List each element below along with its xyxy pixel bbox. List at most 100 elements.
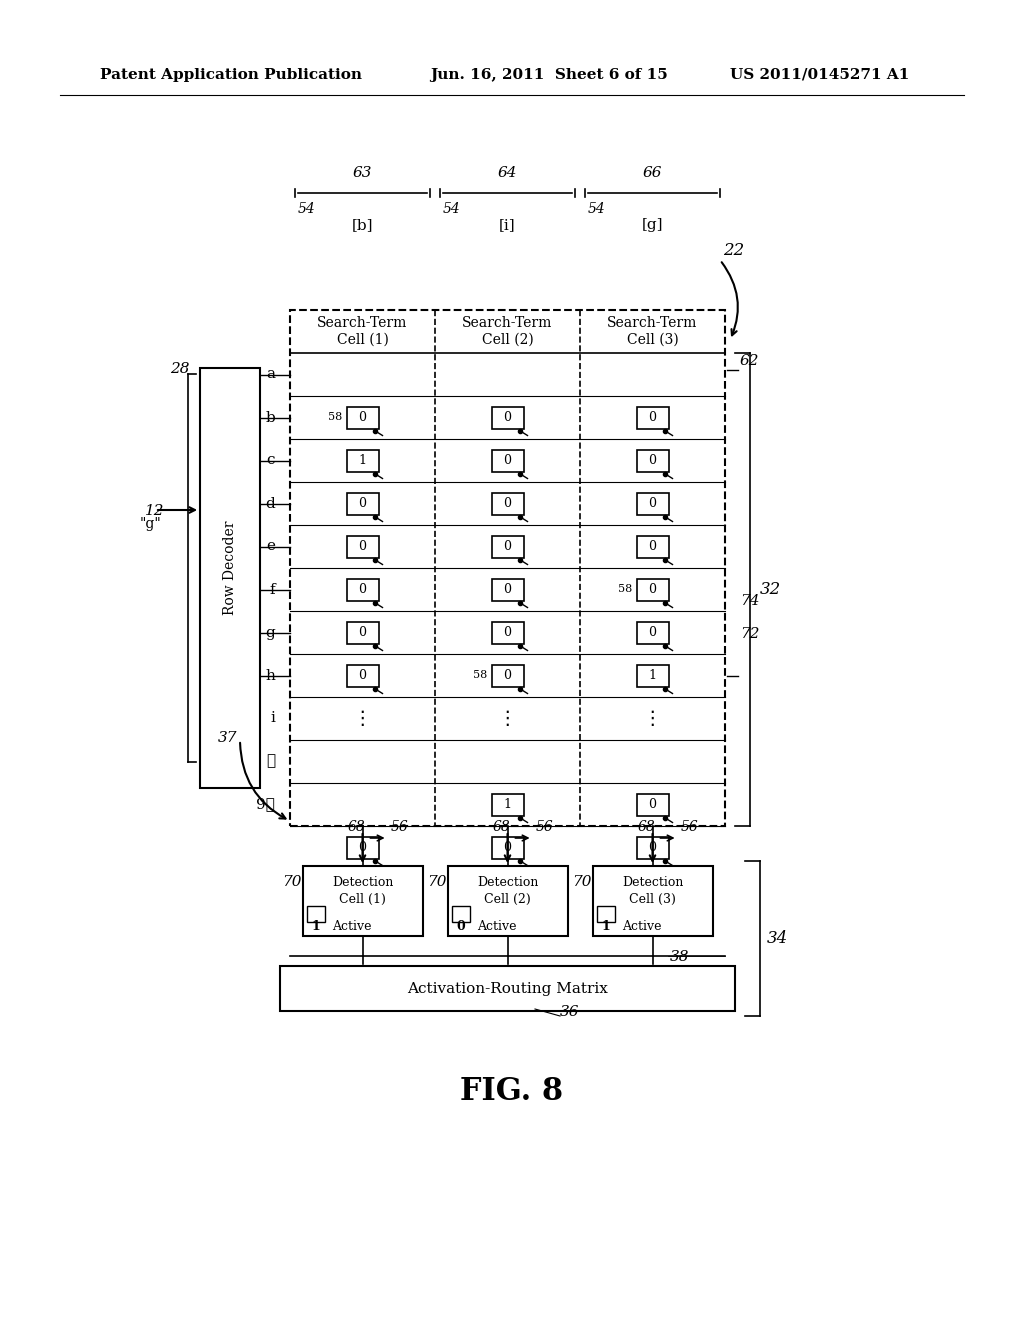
Text: 1: 1: [648, 669, 656, 682]
FancyBboxPatch shape: [346, 622, 379, 644]
Text: Detection
Cell (2): Detection Cell (2): [477, 876, 539, 906]
FancyBboxPatch shape: [492, 622, 523, 644]
Text: 0: 0: [456, 920, 465, 933]
Text: 37: 37: [218, 731, 238, 744]
FancyBboxPatch shape: [492, 536, 523, 557]
FancyBboxPatch shape: [597, 906, 614, 921]
Text: 58: 58: [329, 412, 342, 422]
Text: ⋮: ⋮: [352, 709, 373, 729]
Text: 32: 32: [760, 581, 781, 598]
Text: 0: 0: [648, 841, 656, 854]
FancyBboxPatch shape: [637, 622, 669, 644]
Text: Row Decoder: Row Decoder: [223, 521, 237, 615]
Text: 0: 0: [358, 583, 367, 597]
FancyBboxPatch shape: [200, 368, 260, 788]
Text: Active: Active: [623, 920, 662, 933]
Text: 0: 0: [504, 454, 512, 467]
Text: 22: 22: [723, 242, 744, 259]
Text: h: h: [265, 668, 275, 682]
Text: 0: 0: [358, 841, 367, 854]
Text: [i]: [i]: [499, 218, 516, 232]
Text: d: d: [265, 496, 275, 511]
Text: 0: 0: [358, 411, 367, 424]
Text: 36: 36: [560, 1005, 580, 1019]
Text: 0: 0: [358, 540, 367, 553]
FancyBboxPatch shape: [346, 837, 379, 858]
Text: 0: 0: [358, 669, 367, 682]
FancyBboxPatch shape: [637, 536, 669, 557]
Text: 54: 54: [298, 202, 315, 216]
Text: 54: 54: [588, 202, 606, 216]
FancyBboxPatch shape: [346, 578, 379, 601]
Text: f: f: [269, 582, 275, 597]
Text: 62: 62: [740, 354, 760, 368]
Text: 0: 0: [504, 411, 512, 424]
Text: 54: 54: [443, 202, 461, 216]
FancyBboxPatch shape: [637, 450, 669, 471]
FancyBboxPatch shape: [346, 664, 379, 686]
FancyBboxPatch shape: [637, 407, 669, 429]
Text: 68: 68: [347, 820, 366, 834]
FancyBboxPatch shape: [637, 664, 669, 686]
Text: Detection
Cell (3): Detection Cell (3): [622, 876, 683, 906]
Text: 56: 56: [390, 820, 409, 834]
Text: 68: 68: [638, 820, 655, 834]
Text: 0: 0: [648, 626, 656, 639]
Text: Search-Term
Cell (3): Search-Term Cell (3): [607, 315, 697, 347]
FancyBboxPatch shape: [492, 450, 523, 471]
Text: 0: 0: [504, 626, 512, 639]
Text: 72: 72: [740, 627, 760, 642]
FancyBboxPatch shape: [306, 906, 325, 921]
Text: US 2011/0145271 A1: US 2011/0145271 A1: [730, 69, 909, 82]
Text: [g]: [g]: [642, 218, 664, 232]
FancyBboxPatch shape: [637, 578, 669, 601]
FancyBboxPatch shape: [346, 407, 379, 429]
FancyBboxPatch shape: [492, 492, 523, 515]
Text: 0: 0: [504, 498, 512, 510]
Text: 28: 28: [170, 362, 189, 376]
Text: ⋮: ⋮: [498, 709, 517, 729]
Text: 0: 0: [504, 583, 512, 597]
Text: Search-Term
Cell (1): Search-Term Cell (1): [317, 315, 408, 347]
Text: 34: 34: [767, 931, 788, 946]
Text: 70: 70: [572, 875, 592, 888]
Text: 12: 12: [145, 504, 165, 517]
FancyBboxPatch shape: [346, 536, 379, 557]
Text: 0: 0: [504, 841, 512, 854]
Text: 0: 0: [648, 411, 656, 424]
FancyBboxPatch shape: [637, 492, 669, 515]
Text: 74: 74: [740, 594, 760, 609]
Text: i: i: [270, 711, 275, 726]
FancyBboxPatch shape: [492, 837, 523, 858]
Text: 70: 70: [427, 875, 447, 888]
Text: [b]: [b]: [352, 218, 374, 232]
Text: 0: 0: [504, 669, 512, 682]
FancyBboxPatch shape: [302, 866, 423, 936]
Text: a: a: [266, 367, 275, 381]
FancyBboxPatch shape: [637, 793, 669, 816]
Text: 1: 1: [311, 920, 319, 933]
Text: 1: 1: [504, 799, 512, 810]
Text: 58: 58: [618, 585, 633, 594]
FancyBboxPatch shape: [593, 866, 713, 936]
Text: 66: 66: [643, 166, 663, 180]
Text: Jun. 16, 2011  Sheet 6 of 15: Jun. 16, 2011 Sheet 6 of 15: [430, 69, 668, 82]
Text: 63: 63: [352, 166, 373, 180]
Text: "g": "g": [140, 517, 162, 531]
Text: b: b: [265, 411, 275, 425]
Text: Activation-Routing Matrix: Activation-Routing Matrix: [408, 982, 608, 995]
FancyBboxPatch shape: [492, 578, 523, 601]
Text: 0: 0: [358, 498, 367, 510]
Text: 0: 0: [504, 540, 512, 553]
Text: Active: Active: [333, 920, 372, 933]
Text: Detection
Cell (1): Detection Cell (1): [332, 876, 393, 906]
FancyBboxPatch shape: [447, 866, 567, 936]
FancyBboxPatch shape: [492, 793, 523, 816]
Text: 68: 68: [493, 820, 510, 834]
Text: e: e: [266, 540, 275, 553]
Text: 0: 0: [648, 498, 656, 510]
Text: 1: 1: [601, 920, 610, 933]
Text: ⋮: ⋮: [643, 709, 663, 729]
Text: 0: 0: [648, 540, 656, 553]
FancyBboxPatch shape: [492, 664, 523, 686]
